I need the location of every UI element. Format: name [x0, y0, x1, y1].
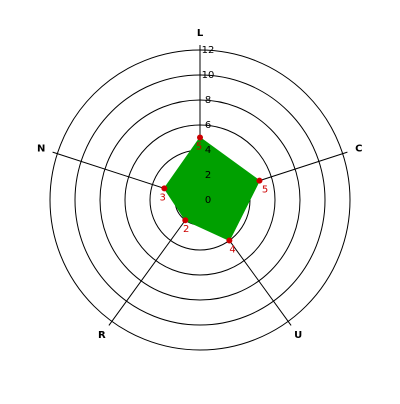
y-tick-label: 12 [202, 45, 215, 56]
y-tick-label: 2 [205, 170, 211, 181]
data-label: 5 [196, 142, 202, 153]
y-tick-label: 8 [205, 95, 211, 106]
axis-label: L [197, 28, 204, 39]
data-point [197, 134, 203, 141]
y-tick-label: 10 [202, 70, 215, 81]
data-point [161, 185, 168, 192]
axis-label: U [294, 330, 302, 341]
data-point [226, 237, 233, 244]
data-label: 4 [229, 244, 235, 255]
y-tick-label: 6 [205, 120, 211, 131]
axis-label: R [98, 330, 106, 341]
data-label: 3 [159, 192, 165, 203]
axis-label: N [37, 143, 45, 154]
y-tick-label: 4 [205, 145, 211, 156]
radar-area [163, 136, 261, 242]
data-label: 5 [262, 185, 268, 196]
y-tick-label: 0 [205, 195, 211, 206]
data-label: 2 [183, 224, 189, 235]
data-point [182, 217, 189, 224]
axis-label: C [355, 143, 362, 154]
data-point [256, 177, 263, 184]
